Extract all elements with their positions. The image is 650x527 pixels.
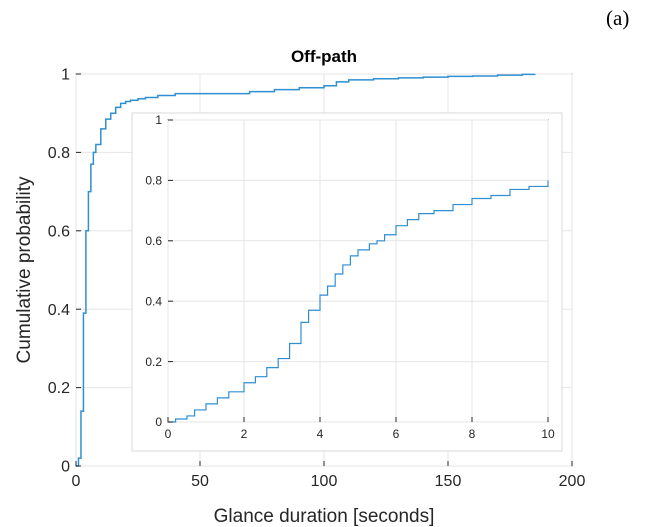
inset-y-tick-label: 0.4 xyxy=(145,294,162,308)
x-axis-label: Glance duration [seconds] xyxy=(214,506,435,527)
main-y-tick-label: 0.2 xyxy=(48,380,70,397)
chart-title: Off-path xyxy=(291,47,357,66)
inset-y-tick-label: 0 xyxy=(155,415,162,429)
panel-label: (a) xyxy=(606,6,630,30)
main-x-tick-label: 200 xyxy=(559,473,586,490)
inset-x-tick-label: 6 xyxy=(393,427,400,441)
main-series-line xyxy=(76,73,536,467)
main-x-tick-label: 0 xyxy=(72,473,81,490)
inset-x-tick-label: 0 xyxy=(165,427,172,441)
main-x-tick-label: 150 xyxy=(435,473,462,490)
y-axis-label: Cumulative probability xyxy=(14,176,35,363)
inset-x-ticks: 0 2 4 6 8 10 xyxy=(165,417,555,441)
main-y-ticks: 0 0.2 0.4 0.6 0.8 1 xyxy=(48,67,81,476)
main-x-ticks: 0 50 100 150 200 xyxy=(72,461,586,490)
inset-plot: 0 2 4 6 8 10 0 0.2 0.4 0.6 0.8 1 xyxy=(131,112,563,452)
inset-y-tick-label: 1 xyxy=(155,113,162,127)
main-x-tick-label: 50 xyxy=(191,473,209,490)
main-y-tick-label: 0.8 xyxy=(48,145,70,162)
inset-x-tick-label: 8 xyxy=(469,427,476,441)
main-y-tick-label: 0.4 xyxy=(48,302,70,319)
inset-y-ticks: 0 0.2 0.4 0.6 0.8 1 xyxy=(145,113,173,429)
main-y-tick-label: 0 xyxy=(61,459,70,476)
inset-x-tick-label: 2 xyxy=(241,427,248,441)
inset-y-tick-label: 0.6 xyxy=(145,234,162,248)
inset-series-line xyxy=(168,180,549,423)
main-y-tick-label: 1 xyxy=(61,67,70,84)
inset-x-tick-label: 4 xyxy=(317,427,324,441)
main-x-tick-label: 100 xyxy=(311,473,338,490)
inset-plot-frame xyxy=(167,119,549,423)
inset-grid xyxy=(167,119,549,423)
inset-y-tick-label: 0.2 xyxy=(145,355,162,369)
inset-x-tick-label: 10 xyxy=(541,427,555,441)
main-y-tick-label: 0.6 xyxy=(48,223,70,240)
inset-y-tick-label: 0.8 xyxy=(145,174,162,188)
